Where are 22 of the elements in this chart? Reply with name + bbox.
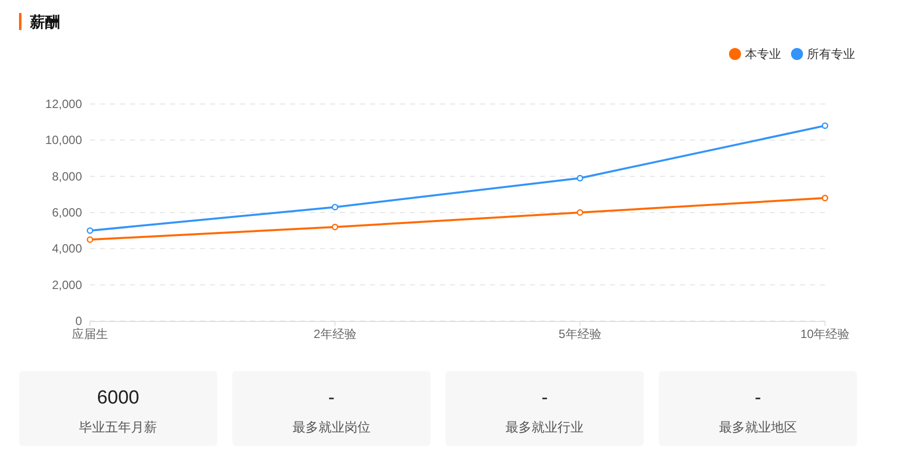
x-tick-label: 应届生 <box>72 327 108 341</box>
y-tick-label: 0 <box>75 314 82 328</box>
x-tick-label: 2年经验 <box>314 327 356 341</box>
card-value: - <box>754 388 762 408</box>
legend-label: 所有专业 <box>807 47 855 61</box>
title: 薪酬 <box>30 14 60 31</box>
card-value: - <box>328 388 335 408</box>
card-label: 毕业五年月薪 <box>79 420 158 434</box>
x-tick-label: 5年经验 <box>558 327 602 341</box>
y-tick-label: 12,000 <box>45 97 82 111</box>
card-label: 最多就业行业 <box>506 420 584 434</box>
y-tick-label: 4,000 <box>52 242 82 256</box>
card-value: 6000 <box>96 388 140 408</box>
card-label: 最多就业地区 <box>718 420 797 434</box>
y-tick-label: 2,000 <box>52 278 82 292</box>
card-value: - <box>541 388 548 408</box>
y-tick-label: 6,000 <box>52 206 82 220</box>
x-tick-label: 10年经验 <box>800 327 850 341</box>
y-tick-label: 10,000 <box>45 133 82 148</box>
legend-label: 本专业 <box>745 47 781 61</box>
y-tick-label: 8,000 <box>52 169 82 184</box>
card-label: 最多就业岗位 <box>292 420 370 434</box>
